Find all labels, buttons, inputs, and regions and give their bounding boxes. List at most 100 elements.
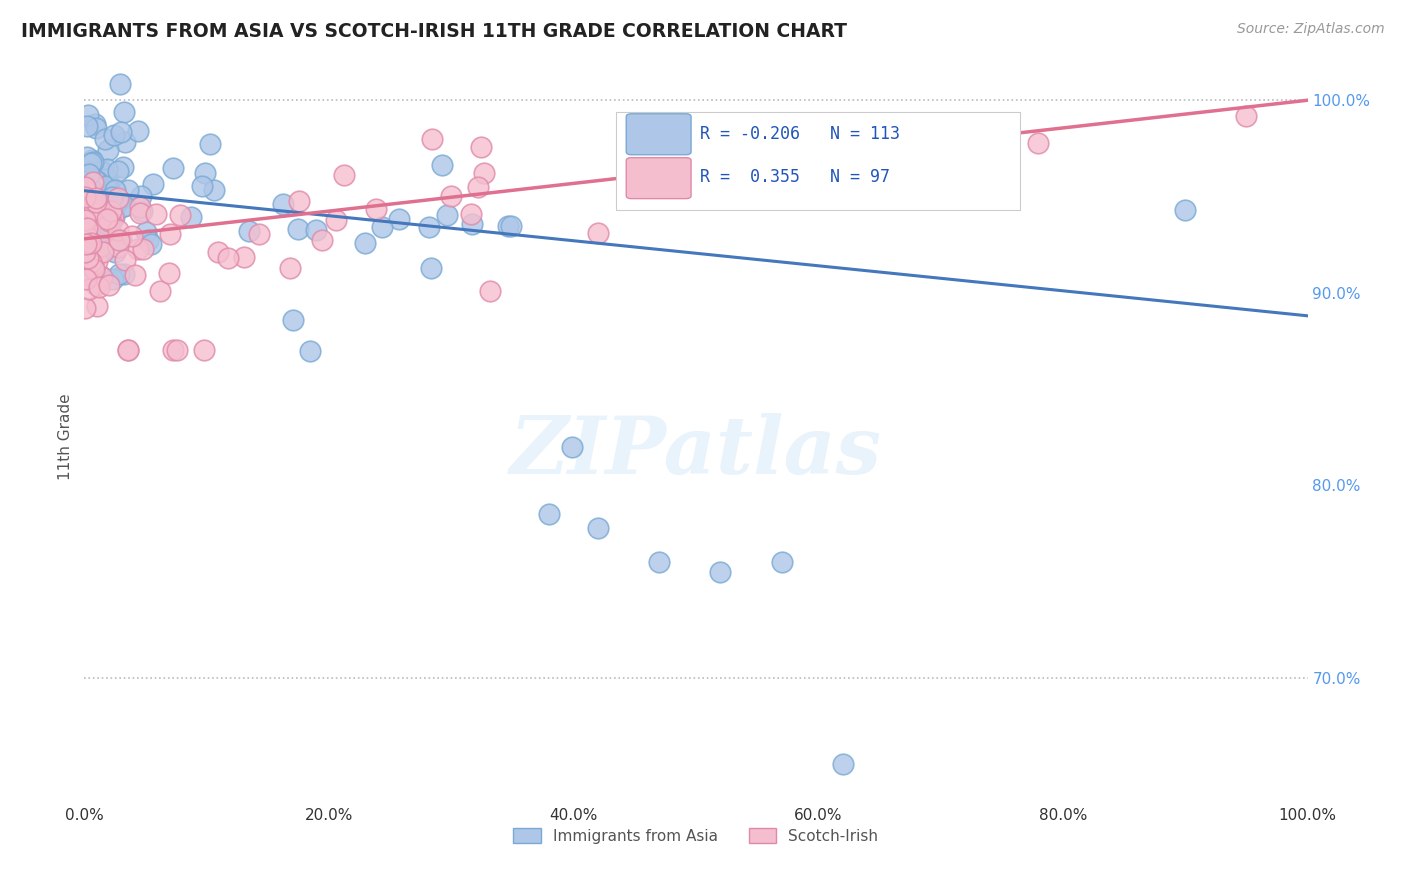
- Point: [709, 565, 731, 579]
- Point: [89, 203, 111, 218]
- Point: [96, 178, 118, 193]
- Point: [103, 128, 125, 143]
- Point: [93, 132, 115, 146]
- Point: [79, 202, 101, 216]
- Point: [273, 196, 295, 211]
- Point: [73, 245, 96, 260]
- Point: [586, 226, 609, 240]
- Point: [100, 209, 122, 223]
- Point: [90, 165, 112, 179]
- Point: [107, 192, 129, 206]
- Point: [139, 236, 162, 251]
- Point: [79, 167, 101, 181]
- Point: [97, 180, 120, 194]
- Point: [364, 202, 387, 216]
- Point: [157, 266, 180, 280]
- FancyBboxPatch shape: [616, 112, 1021, 211]
- Point: [80, 198, 103, 212]
- Text: IMMIGRANTS FROM ASIA VS SCOTCH-IRISH 11TH GRADE CORRELATION CHART: IMMIGRANTS FROM ASIA VS SCOTCH-IRISH 11T…: [21, 22, 846, 41]
- Point: [281, 313, 304, 327]
- Point: [83, 243, 105, 257]
- Point: [440, 189, 463, 203]
- Point: [76, 267, 98, 281]
- Point: [136, 234, 159, 248]
- Point: [1174, 203, 1197, 218]
- Point: [86, 299, 108, 313]
- Point: [128, 205, 150, 219]
- Text: R =  0.355   N = 97: R = 0.355 N = 97: [700, 169, 890, 186]
- Point: [75, 272, 97, 286]
- Point: [132, 242, 155, 256]
- Point: [108, 267, 131, 281]
- Point: [142, 177, 165, 191]
- Text: R = -0.206   N = 113: R = -0.206 N = 113: [700, 125, 900, 143]
- Point: [479, 284, 502, 298]
- Point: [94, 172, 117, 186]
- Point: [586, 520, 609, 534]
- Point: [82, 169, 104, 183]
- Point: [202, 183, 225, 197]
- Point: [93, 186, 115, 201]
- Point: [107, 163, 129, 178]
- Point: [194, 166, 217, 180]
- Point: [86, 212, 108, 227]
- Point: [94, 220, 117, 235]
- Point: [129, 188, 152, 202]
- Point: [418, 220, 440, 235]
- Point: [112, 267, 135, 281]
- Point: [73, 301, 96, 316]
- Point: [101, 211, 124, 225]
- Point: [193, 343, 215, 358]
- Point: [538, 507, 561, 521]
- Point: [98, 218, 121, 232]
- Point: [117, 343, 139, 358]
- Point: [84, 117, 107, 131]
- Point: [333, 168, 356, 182]
- FancyBboxPatch shape: [626, 114, 692, 154]
- Point: [84, 208, 107, 222]
- Point: [112, 199, 135, 213]
- Point: [247, 227, 270, 241]
- Point: [73, 179, 96, 194]
- Point: [159, 227, 181, 241]
- Point: [90, 239, 112, 253]
- Point: [110, 125, 132, 139]
- Point: [180, 210, 202, 224]
- Point: [83, 202, 105, 217]
- Point: [869, 149, 891, 163]
- Point: [114, 135, 136, 149]
- Point: [831, 757, 853, 772]
- Point: [107, 233, 129, 247]
- Point: [90, 245, 112, 260]
- Point: [89, 184, 111, 198]
- Point: [648, 555, 671, 569]
- Point: [299, 343, 322, 358]
- Point: [87, 180, 110, 194]
- Point: [101, 190, 124, 204]
- Point: [77, 282, 100, 296]
- Point: [501, 219, 523, 233]
- Point: [77, 236, 100, 251]
- Point: [103, 183, 125, 197]
- Point: [430, 158, 453, 172]
- Point: [77, 107, 100, 121]
- Point: [96, 212, 118, 227]
- Point: [278, 261, 301, 276]
- Point: [420, 132, 443, 146]
- Point: [472, 166, 495, 180]
- Y-axis label: 11th Grade: 11th Grade: [58, 393, 73, 481]
- Point: [128, 200, 150, 214]
- Point: [80, 211, 103, 225]
- Point: [75, 252, 97, 266]
- FancyBboxPatch shape: [626, 158, 692, 199]
- Point: [82, 153, 104, 167]
- Point: [80, 236, 103, 251]
- Point: [82, 179, 104, 194]
- Point: [162, 343, 184, 358]
- Point: [76, 186, 98, 200]
- Point: [77, 238, 100, 252]
- Point: [91, 270, 114, 285]
- Point: [103, 195, 125, 210]
- Point: [127, 243, 149, 257]
- Point: [86, 178, 108, 192]
